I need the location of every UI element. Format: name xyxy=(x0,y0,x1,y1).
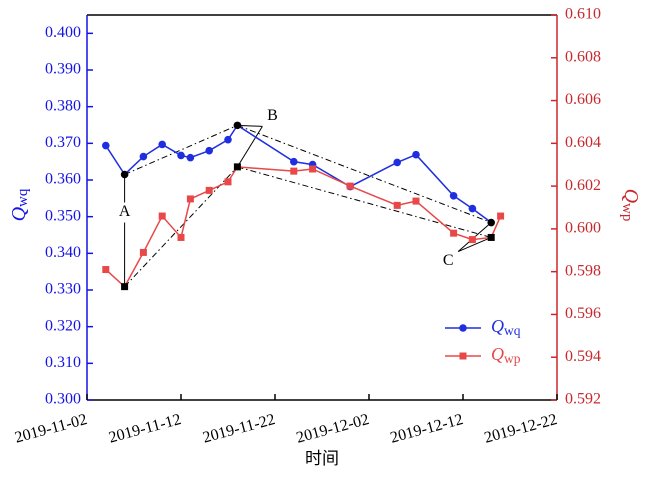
point xyxy=(393,201,401,209)
pointer-line xyxy=(236,126,263,168)
annotation: A xyxy=(119,203,131,220)
y-tick-label: 0.370 xyxy=(45,134,81,151)
point xyxy=(120,170,129,179)
envelope-line xyxy=(237,166,492,238)
point xyxy=(393,158,402,167)
y-tick-label: 0.310 xyxy=(45,354,81,371)
y-tick-label: 0.320 xyxy=(45,317,81,334)
point xyxy=(290,167,298,175)
point xyxy=(497,212,505,220)
y2-tick-label: 0.596 xyxy=(565,305,601,322)
envelope-line xyxy=(237,124,492,224)
point xyxy=(412,197,420,205)
y2-tick-label: 0.610 xyxy=(565,6,601,23)
point xyxy=(158,140,166,149)
annotation: B xyxy=(267,107,278,124)
y2-tick-label: 0.608 xyxy=(565,48,601,65)
y2-tick-label: 0.604 xyxy=(565,134,601,151)
point xyxy=(233,163,241,171)
series-line xyxy=(105,124,492,224)
point xyxy=(224,178,232,186)
envelope-line xyxy=(124,124,238,175)
y-tick-label: 0.400 xyxy=(45,24,81,41)
y-tick-label: 0.330 xyxy=(45,281,81,298)
point xyxy=(139,248,147,256)
legend-marker xyxy=(459,324,467,332)
point xyxy=(102,266,110,274)
y2-tick-label: 0.602 xyxy=(565,177,601,194)
x-tick-label: 2019-12-22 xyxy=(482,411,559,447)
x-tick-label: 2019-11-12 xyxy=(107,411,183,447)
legend-label: Qwq xyxy=(491,316,521,338)
y-tick-label: 0.390 xyxy=(45,61,81,78)
x-tick-label: 2019-12-02 xyxy=(294,411,371,447)
point xyxy=(233,121,242,130)
point xyxy=(449,191,458,200)
point xyxy=(468,236,476,244)
point xyxy=(487,218,496,227)
point xyxy=(468,204,477,213)
point xyxy=(309,165,317,173)
x-tick-label: 2019-12-12 xyxy=(388,411,465,447)
point xyxy=(102,141,110,150)
legend-label: Qwp xyxy=(491,344,521,366)
x-tick-label: 2019-11-02 xyxy=(13,411,89,447)
point xyxy=(412,150,420,159)
y2-tick-label: 0.600 xyxy=(565,220,601,237)
y-tick-label: 0.380 xyxy=(45,97,81,114)
x-axis-label: 时间 xyxy=(305,449,339,468)
y-tick-label: 0.360 xyxy=(45,171,81,188)
point xyxy=(186,153,195,162)
annotation: C xyxy=(443,252,454,269)
point xyxy=(224,135,232,144)
point xyxy=(450,229,458,237)
y2-tick-label: 0.606 xyxy=(565,91,601,108)
y-tick-label: 0.300 xyxy=(45,391,81,408)
point xyxy=(487,233,495,241)
y2-tick-label: 0.592 xyxy=(565,391,601,408)
pointer-line xyxy=(458,236,492,252)
point xyxy=(290,157,298,166)
point xyxy=(177,233,185,241)
legend-marker xyxy=(459,352,467,360)
y-axis-label: Qwq xyxy=(8,188,32,221)
y2-tick-label: 0.594 xyxy=(565,348,601,365)
point xyxy=(205,146,213,155)
y-tick-label: 0.350 xyxy=(45,207,81,224)
point xyxy=(121,283,129,291)
pointer-line xyxy=(237,124,263,127)
y2-tick-label: 0.598 xyxy=(565,262,601,279)
x-tick-label: 2019-11-22 xyxy=(201,411,277,447)
point xyxy=(177,151,185,160)
point xyxy=(205,186,213,194)
y2-axis-label: Qwp xyxy=(619,189,643,222)
point xyxy=(346,182,354,190)
y-tick-label: 0.340 xyxy=(45,244,81,261)
point xyxy=(158,212,166,220)
point xyxy=(139,152,148,161)
point xyxy=(186,195,194,203)
